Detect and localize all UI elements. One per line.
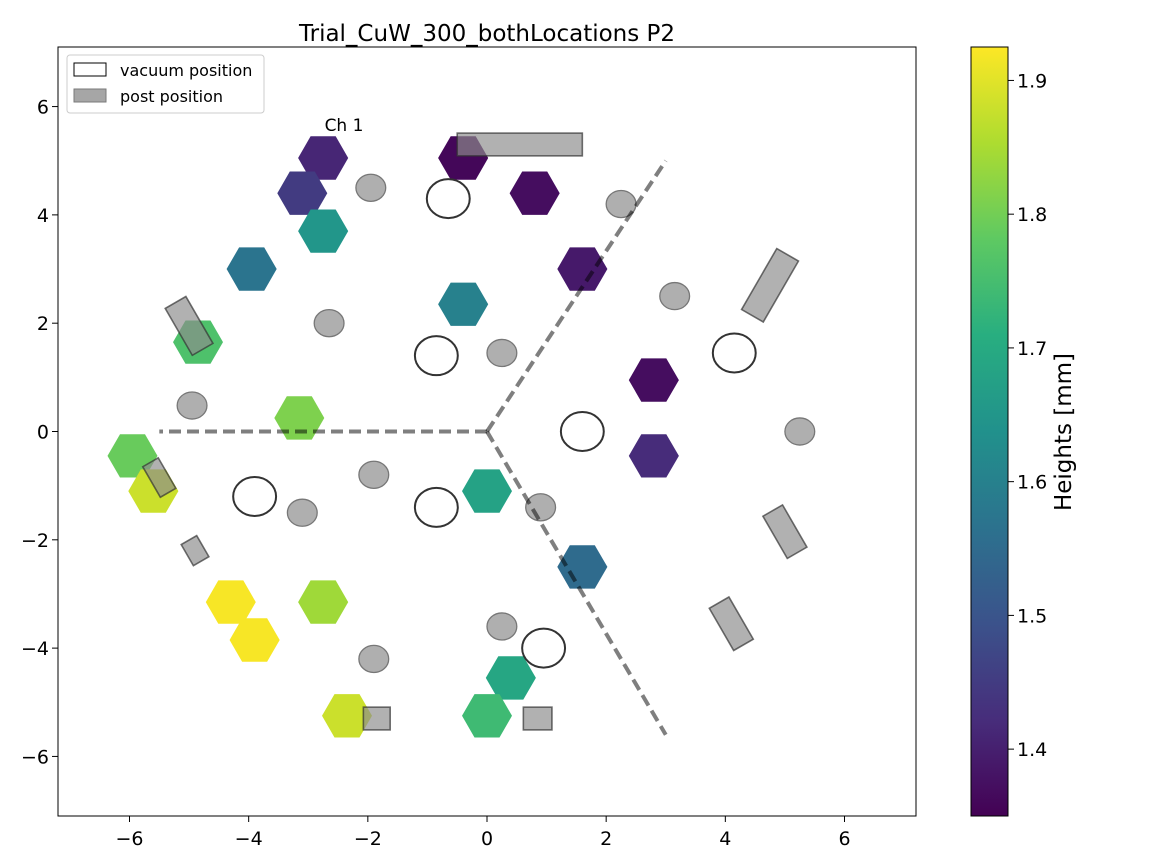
y-tick-label-0: −6 — [21, 746, 49, 768]
x-tick-label-6: 6 — [838, 828, 850, 850]
hexagon-13 — [509, 171, 560, 215]
post-rect-4 — [761, 503, 808, 560]
post-rect-1 — [740, 247, 800, 324]
post-rect-6 — [708, 595, 755, 652]
legend-label-post: post position — [120, 87, 223, 106]
x-tick-label-1: −4 — [235, 828, 263, 850]
vacuum-position-1 — [413, 335, 459, 377]
x-tick-label-5: 4 — [719, 828, 731, 850]
hexagon-0 — [298, 136, 349, 180]
post-rect-8 — [522, 706, 553, 731]
hexagon-1 — [277, 171, 328, 215]
hexagon-9 — [229, 618, 280, 662]
post-rect-5 — [180, 534, 210, 567]
chart-marks — [107, 132, 816, 738]
colorbar-tick-label-5: 1.9 — [1017, 70, 1047, 92]
annotation-ch1: Ch 1 — [325, 116, 364, 136]
plot-area: −6 −4 −2 0 2 4 6 −6 −4 −2 0 2 4 6 Ch 1 — [21, 46, 917, 850]
x-tick-label-0: −6 — [115, 828, 143, 850]
y-tick-label-2: −2 — [21, 530, 49, 552]
post-circle-7 — [358, 460, 390, 490]
post-circle-11 — [358, 644, 390, 674]
hexagon-11 — [322, 694, 372, 738]
colorbar-tick-label-0: 1.4 — [1017, 739, 1047, 761]
hexagon-17 — [628, 434, 679, 478]
x-tick-label-3: 0 — [481, 828, 493, 850]
colorbar-tick-label-2: 1.6 — [1017, 472, 1047, 494]
vacuum-position-4 — [232, 475, 278, 517]
hexagon-15 — [438, 282, 489, 326]
colorbar-ticks: 1.4 1.5 1.6 1.7 1.8 1.9 — [1008, 70, 1047, 761]
hexagon-20 — [485, 656, 536, 700]
legend: vacuum position post position — [66, 54, 265, 114]
post-circle-10 — [486, 612, 518, 641]
hexagon-8 — [205, 580, 256, 624]
colorbar-label: Heights [mm] — [1051, 353, 1077, 511]
legend-swatch-vacuum — [73, 62, 107, 77]
divider-line-2 — [485, 430, 668, 736]
post-circle-4 — [659, 281, 691, 311]
hexagon-16 — [628, 358, 679, 402]
x-axis: −6 −4 −2 0 2 4 6 — [115, 816, 851, 850]
hexagon-14 — [557, 247, 608, 291]
colorbar: 1.4 1.5 1.6 1.7 1.8 1.9 Heights [mm] — [970, 46, 1077, 817]
vacuum-position-6 — [521, 627, 567, 669]
divider-line-1 — [485, 159, 668, 433]
y-tick-label-3: 0 — [37, 422, 49, 444]
colorbar-tick-label-3: 1.7 — [1017, 338, 1047, 360]
chart-title: Trial_CuW_300_bothLocations P2 — [298, 21, 675, 47]
x-tick-label-4: 2 — [600, 828, 612, 850]
vacuum-position-0 — [425, 178, 471, 220]
post-circle-8 — [286, 498, 318, 527]
post-rect-2 — [164, 295, 215, 357]
x-tick-label-2: −2 — [354, 828, 382, 850]
colorbar-tick-label-1: 1.5 — [1017, 605, 1047, 627]
post-rect-0 — [456, 132, 584, 157]
hexagon-18 — [462, 469, 512, 513]
colorbar-tick-label-4: 1.8 — [1017, 204, 1047, 226]
y-tick-label-4: 2 — [37, 313, 49, 335]
post-circle-6 — [784, 417, 816, 446]
legend-swatch-post — [73, 88, 107, 103]
hexagon-19 — [557, 545, 608, 589]
hexagon-5 — [274, 396, 325, 440]
vacuum-position-5 — [413, 486, 459, 528]
hexagon-10 — [298, 580, 349, 624]
post-circle-2 — [313, 309, 345, 338]
y-tick-label-1: −4 — [21, 638, 49, 660]
post-circle-3 — [486, 338, 518, 368]
post-circle-9 — [525, 493, 557, 522]
hexagon-2 — [298, 209, 349, 253]
legend-label-vacuum: vacuum position — [120, 61, 252, 80]
legend-box — [66, 54, 265, 114]
y-tick-label-6: 6 — [37, 97, 49, 119]
vacuum-position-3 — [711, 332, 757, 374]
hexagon-3 — [226, 247, 277, 291]
y-tick-label-5: 4 — [37, 205, 49, 227]
vacuum-position-2 — [559, 411, 605, 452]
y-axis: −6 −4 −2 0 2 4 6 — [21, 97, 58, 768]
post-circle-5 — [176, 391, 208, 420]
post-rect-7 — [362, 706, 391, 731]
post-circle-0 — [355, 173, 387, 202]
post-rect-3 — [141, 456, 177, 499]
colorbar-gradient — [970, 46, 1009, 817]
hexagon-21 — [462, 694, 512, 738]
